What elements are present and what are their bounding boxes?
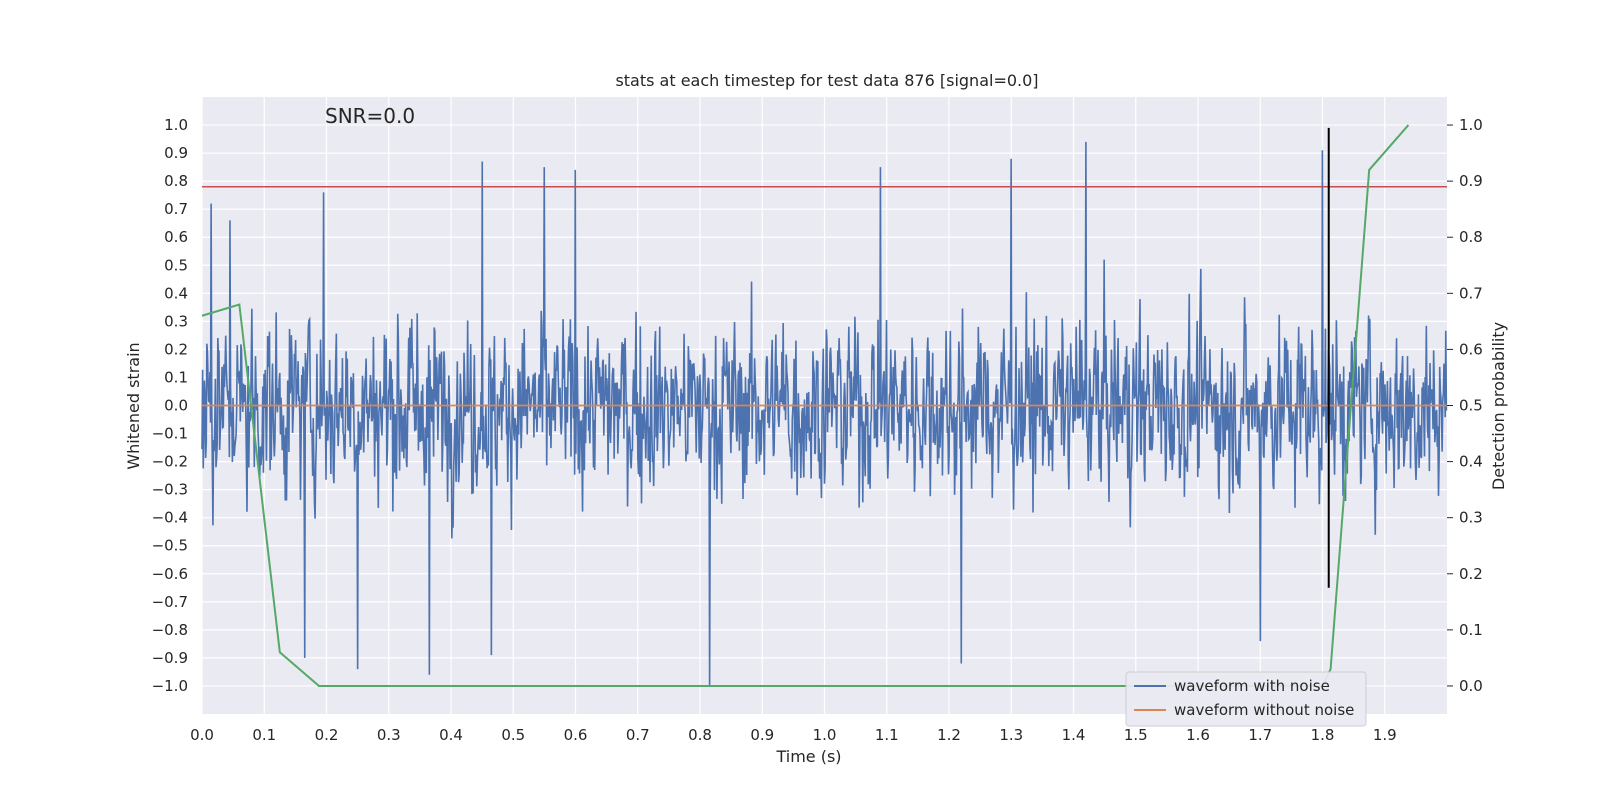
y-tick-label: 0.3 xyxy=(164,312,188,330)
y2-tick-label: 0.9 xyxy=(1459,172,1483,190)
x-axis-label: Time (s) xyxy=(775,747,841,766)
x-tick-label: 0.5 xyxy=(501,726,525,744)
x-tick-label: 1.7 xyxy=(1248,726,1272,744)
x-tick-label: 0.6 xyxy=(564,726,588,744)
x-tick-label: 0.4 xyxy=(439,726,463,744)
legend-label-waveform-without-noise: waveform without noise xyxy=(1174,701,1354,719)
y-axis-label: Whitened strain xyxy=(124,342,143,469)
y-tick-label: 0.6 xyxy=(164,228,188,246)
y2-tick-label: 0.7 xyxy=(1459,284,1483,302)
y-tick-label: 0.2 xyxy=(164,340,188,358)
x-tick-label: 1.5 xyxy=(1124,726,1148,744)
x-tick-label: 1.0 xyxy=(813,726,837,744)
y2-tick-label: 0.0 xyxy=(1459,677,1483,695)
y2-tick-label: 0.3 xyxy=(1459,509,1483,527)
y-tick-label: −0.7 xyxy=(152,593,188,611)
x-tick-label: 1.4 xyxy=(1062,726,1086,744)
legend: waveform with noise waveform without noi… xyxy=(1125,671,1367,727)
y-tick-label: 0.1 xyxy=(164,368,188,386)
y-tick-label: 0.5 xyxy=(164,256,188,274)
x-tick-label: 0.2 xyxy=(315,726,339,744)
y-tick-label: −0.4 xyxy=(152,509,188,527)
x-tick-label: 0.9 xyxy=(750,726,774,744)
y-tick-label: 1.0 xyxy=(164,116,188,134)
x-tick-label: 0.8 xyxy=(688,726,712,744)
waveform-with-noise-series xyxy=(201,141,1448,686)
detection-probability-line xyxy=(201,124,1410,687)
x-tick-label: 0.1 xyxy=(252,726,276,744)
reference-lines xyxy=(201,124,1447,687)
y2-tick-label: 1.0 xyxy=(1459,116,1483,134)
legend-box xyxy=(1125,671,1367,727)
y-tick-label: 0.4 xyxy=(164,284,188,302)
y-tick-label: −1.0 xyxy=(152,677,188,695)
y-tick-label: −0.1 xyxy=(152,425,188,443)
x-tick-label: 1.1 xyxy=(875,726,899,744)
x-tick-label: 1.6 xyxy=(1186,726,1210,744)
axis-ticks: 0.0 0.1 0.2 0.3 0.4 0.5 0.6 0.7 0.8 0.9 1.0 1.1 1.2 1… xyxy=(152,116,1483,744)
y2-tick-label: 0.4 xyxy=(1459,453,1483,471)
y-tick-label: −0.6 xyxy=(152,565,188,583)
snr-annotation: SNR=0.0 xyxy=(325,104,415,128)
y2-tick-label: 0.1 xyxy=(1459,621,1483,639)
y2-tick-label: 0.8 xyxy=(1459,228,1483,246)
legend-label-waveform-with-noise: waveform with noise xyxy=(1174,677,1330,695)
x-tick-label: 1.9 xyxy=(1373,726,1397,744)
y2-tick-label: 0.6 xyxy=(1459,340,1483,358)
x-tick-label: 1.2 xyxy=(937,726,961,744)
y-tick-label: −0.5 xyxy=(152,537,188,555)
y-tick-label: −0.9 xyxy=(152,649,188,667)
y-tick-label: 0.0 xyxy=(164,397,188,415)
y-tick-label: −0.3 xyxy=(152,481,188,499)
y-tick-label: 0.8 xyxy=(164,172,188,190)
y-tick-label: 0.9 xyxy=(164,144,188,162)
chart-title: stats at each timestep for test data 876… xyxy=(615,71,1038,90)
x-tick-label: 0.3 xyxy=(377,726,401,744)
waveform-with-noise-line xyxy=(201,141,1448,686)
x-tick-label: 1.3 xyxy=(999,726,1023,744)
x-tick-label: 0.0 xyxy=(190,726,214,744)
x-tick-label: 1.8 xyxy=(1311,726,1335,744)
x-tick-label: 0.7 xyxy=(626,726,650,744)
y2-tick-label: 0.5 xyxy=(1459,397,1483,415)
y-tick-label: −0.8 xyxy=(152,621,188,639)
y2-tick-label: 0.2 xyxy=(1459,565,1483,583)
y-tick-label: −0.2 xyxy=(152,453,188,471)
y-tick-label: 0.7 xyxy=(164,200,188,218)
y2-axis-label: Detection probability xyxy=(1489,322,1508,490)
